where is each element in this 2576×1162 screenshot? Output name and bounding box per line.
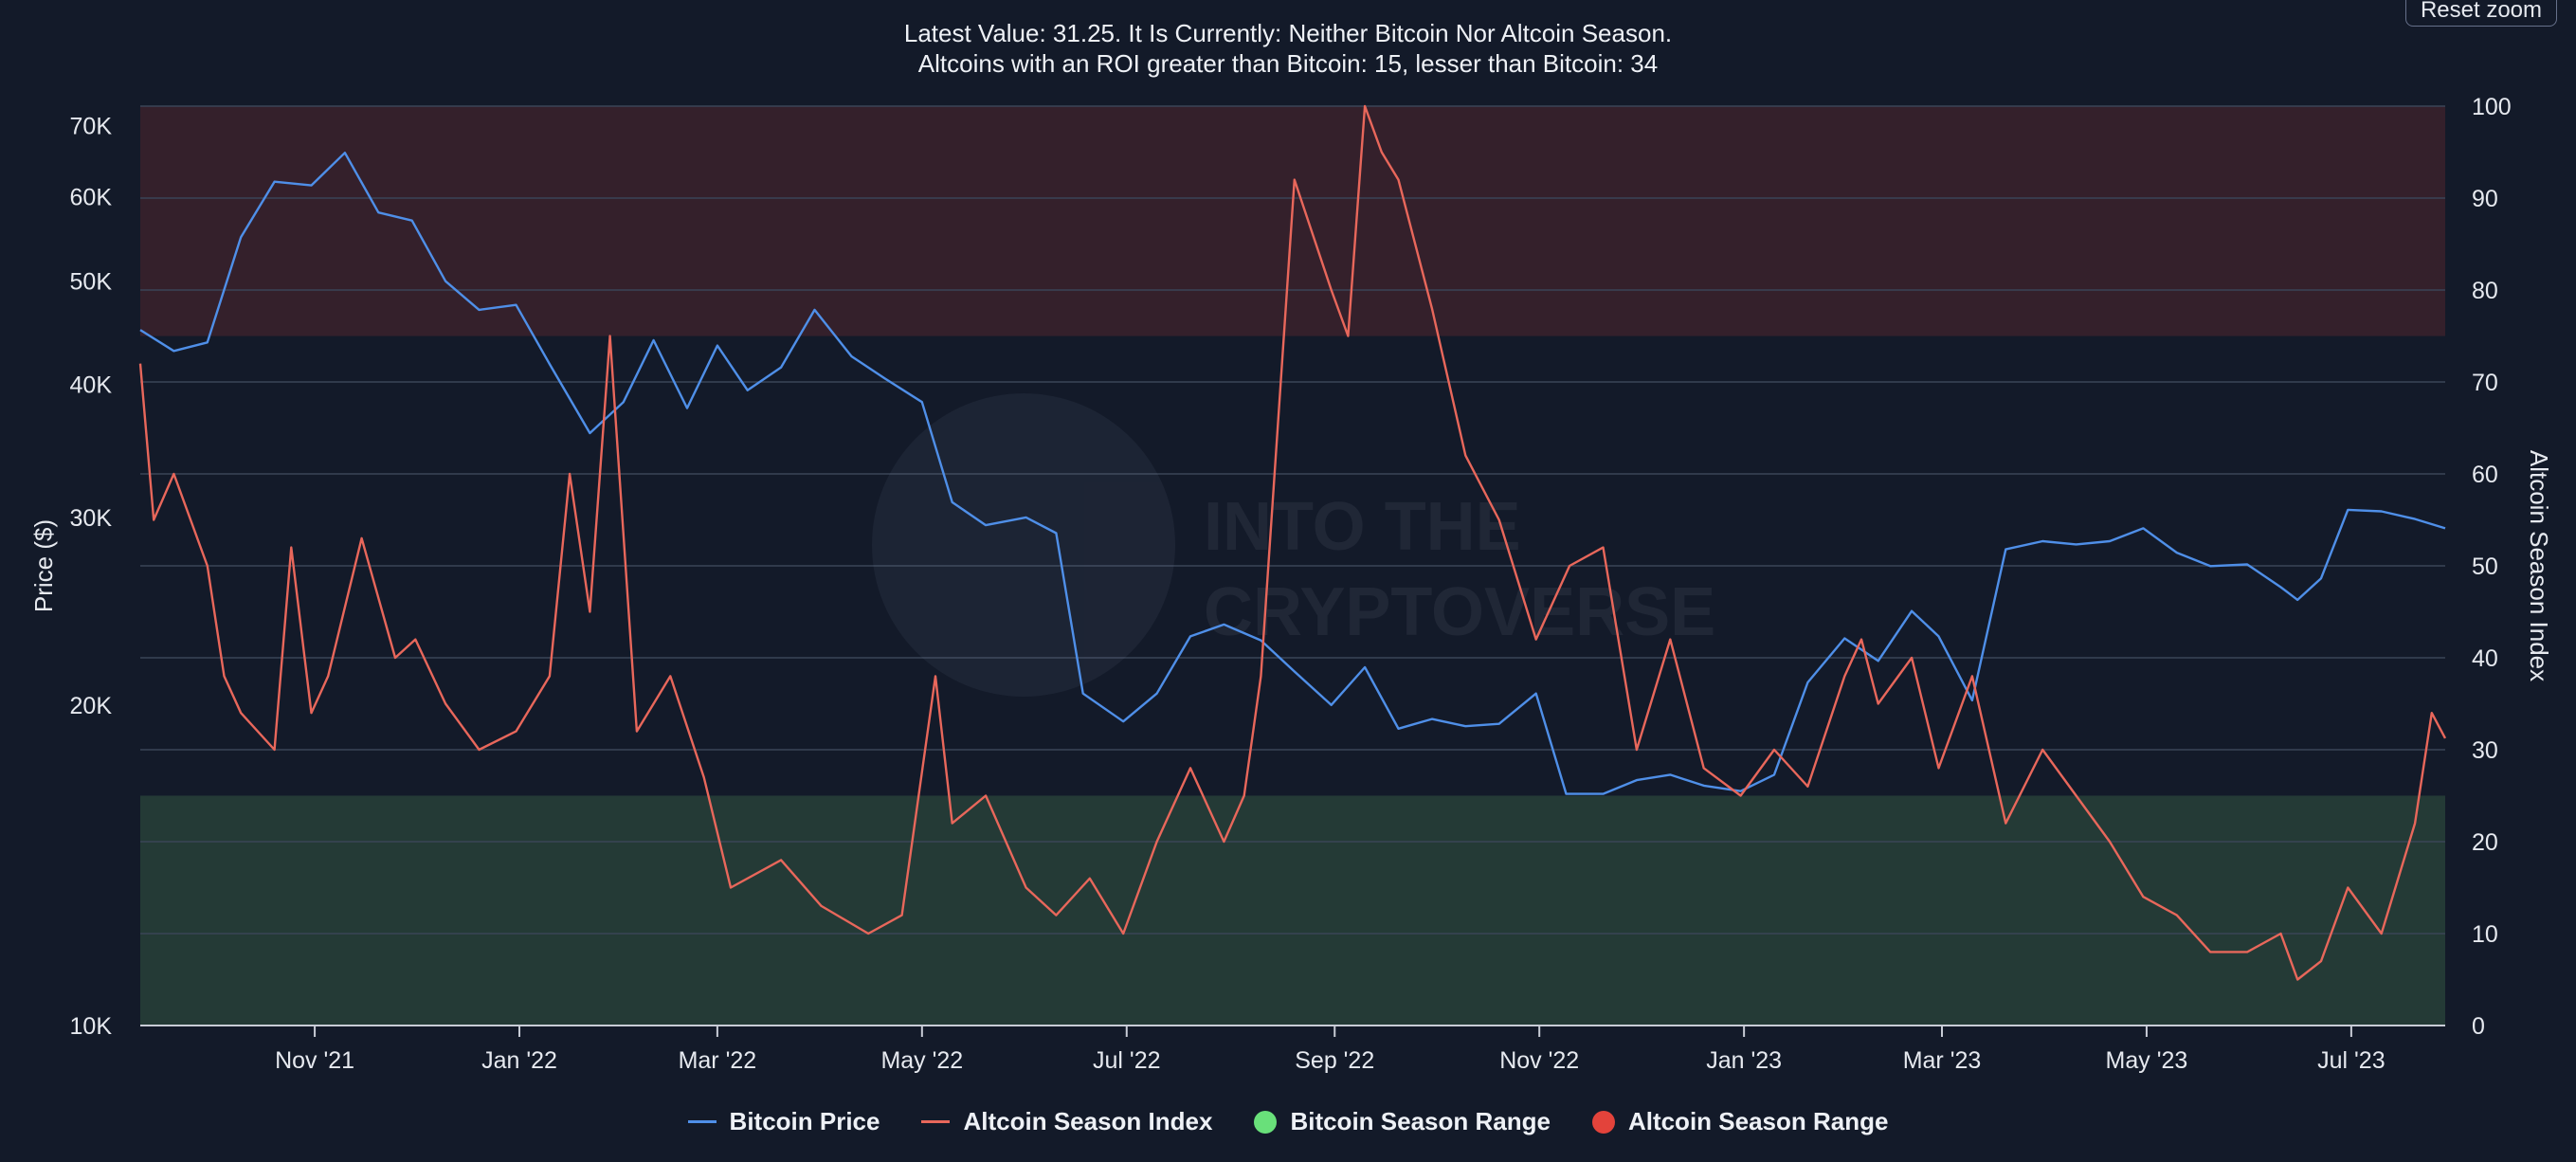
bitcoin-season-band	[140, 795, 2445, 1026]
y-right-tick-label: 10	[2472, 921, 2498, 948]
y-left-tick-label: 70K	[70, 113, 113, 139]
y-left-tick-label: 10K	[70, 1013, 113, 1040]
legend-line-icon	[921, 1120, 951, 1123]
y-left-tick-label: 40K	[70, 372, 113, 399]
x-tick-label: Jul '23	[2317, 1047, 2385, 1074]
y-left-axis-title: Price ($)	[29, 519, 58, 612]
x-tick-label: May '22	[880, 1047, 963, 1074]
x-tick-label: May '23	[2106, 1047, 2188, 1074]
watermark-line1: INTO THE	[1204, 489, 1521, 565]
x-tick-label: Nov '22	[1499, 1047, 1579, 1074]
legend-label: Altcoin Season Index	[963, 1107, 1213, 1135]
reset-zoom-button[interactable]: Reset zoom	[2405, 0, 2557, 27]
chart-legend: Bitcoin Price Altcoin Season Index Bitco…	[0, 1107, 2576, 1136]
legend-label: Bitcoin Price	[729, 1107, 880, 1135]
gridlines	[140, 105, 2445, 935]
watermark: INTO THE CRYPTOVERSE	[872, 393, 1715, 697]
legend-dot-icon	[1591, 1110, 1615, 1134]
y-right-tick-label: 70	[2472, 370, 2498, 396]
legend-item-altcoin-season-index[interactable]: Altcoin Season Index	[921, 1107, 1212, 1136]
y-right-tick-label: 50	[2472, 554, 2498, 580]
axes: Nov '21 Jan '22 Mar '22 May '22 Jul '22 Sep '…	[29, 94, 2553, 1074]
legend-item-bitcoin-price[interactable]: Bitcoin Price	[687, 1107, 880, 1136]
legend-item-altcoin-season-range[interactable]: Altcoin Season Range	[1591, 1107, 1889, 1136]
watermark-logo-icon	[872, 393, 1175, 697]
y-right-tick-label: 90	[2472, 186, 2498, 212]
x-tick-label: Jan '22	[481, 1047, 557, 1074]
y-left-tick-label: 20K	[70, 693, 113, 719]
y-right-tick-label: 40	[2472, 645, 2498, 672]
legend-dot-icon	[1254, 1110, 1278, 1134]
y-right-tick-label: 60	[2472, 462, 2498, 488]
altcoin-season-index-line	[138, 104, 2447, 981]
legend-line-icon	[687, 1120, 717, 1123]
y-left-tick-label: 30K	[70, 505, 113, 532]
bitcoin-price-line	[139, 152, 2446, 795]
chart-subtitle-line1: Latest Value: 31.25. It Is Currently: Ne…	[903, 19, 1673, 47]
x-tick-label: Jan '23	[1706, 1047, 1782, 1074]
watermark-line2: CRYPTOVERSE	[1204, 574, 1715, 650]
y-left-tick-label: 50K	[70, 269, 113, 296]
x-tick-label: Mar '22	[679, 1047, 757, 1074]
chart-subtitle-line2: Altcoins with an ROI greater than Bitcoi…	[917, 49, 1659, 78]
legend-label: Bitcoin Season Range	[1290, 1107, 1551, 1135]
legend-item-bitcoin-season-range[interactable]: Bitcoin Season Range	[1254, 1107, 1551, 1136]
legend-label: Altcoin Season Range	[1627, 1107, 1889, 1135]
x-tick-label: Sep '22	[1295, 1047, 1374, 1074]
x-tick-label: Jul '22	[1093, 1047, 1160, 1074]
series-lines	[138, 104, 2447, 981]
y-right-tick-label: 100	[2472, 94, 2512, 120]
x-tick-label: Mar '23	[1903, 1047, 1982, 1074]
y-right-tick-label: 0	[2472, 1013, 2485, 1040]
y-right-tick-label: 20	[2472, 829, 2498, 856]
y-right-tick-label: 80	[2472, 278, 2498, 304]
y-right-axis-title: Altcoin Season Index	[2525, 450, 2553, 681]
y-right-tick-label: 30	[2472, 737, 2498, 764]
x-tick-label: Nov '21	[275, 1047, 354, 1074]
y-left-tick-label: 60K	[70, 185, 113, 211]
